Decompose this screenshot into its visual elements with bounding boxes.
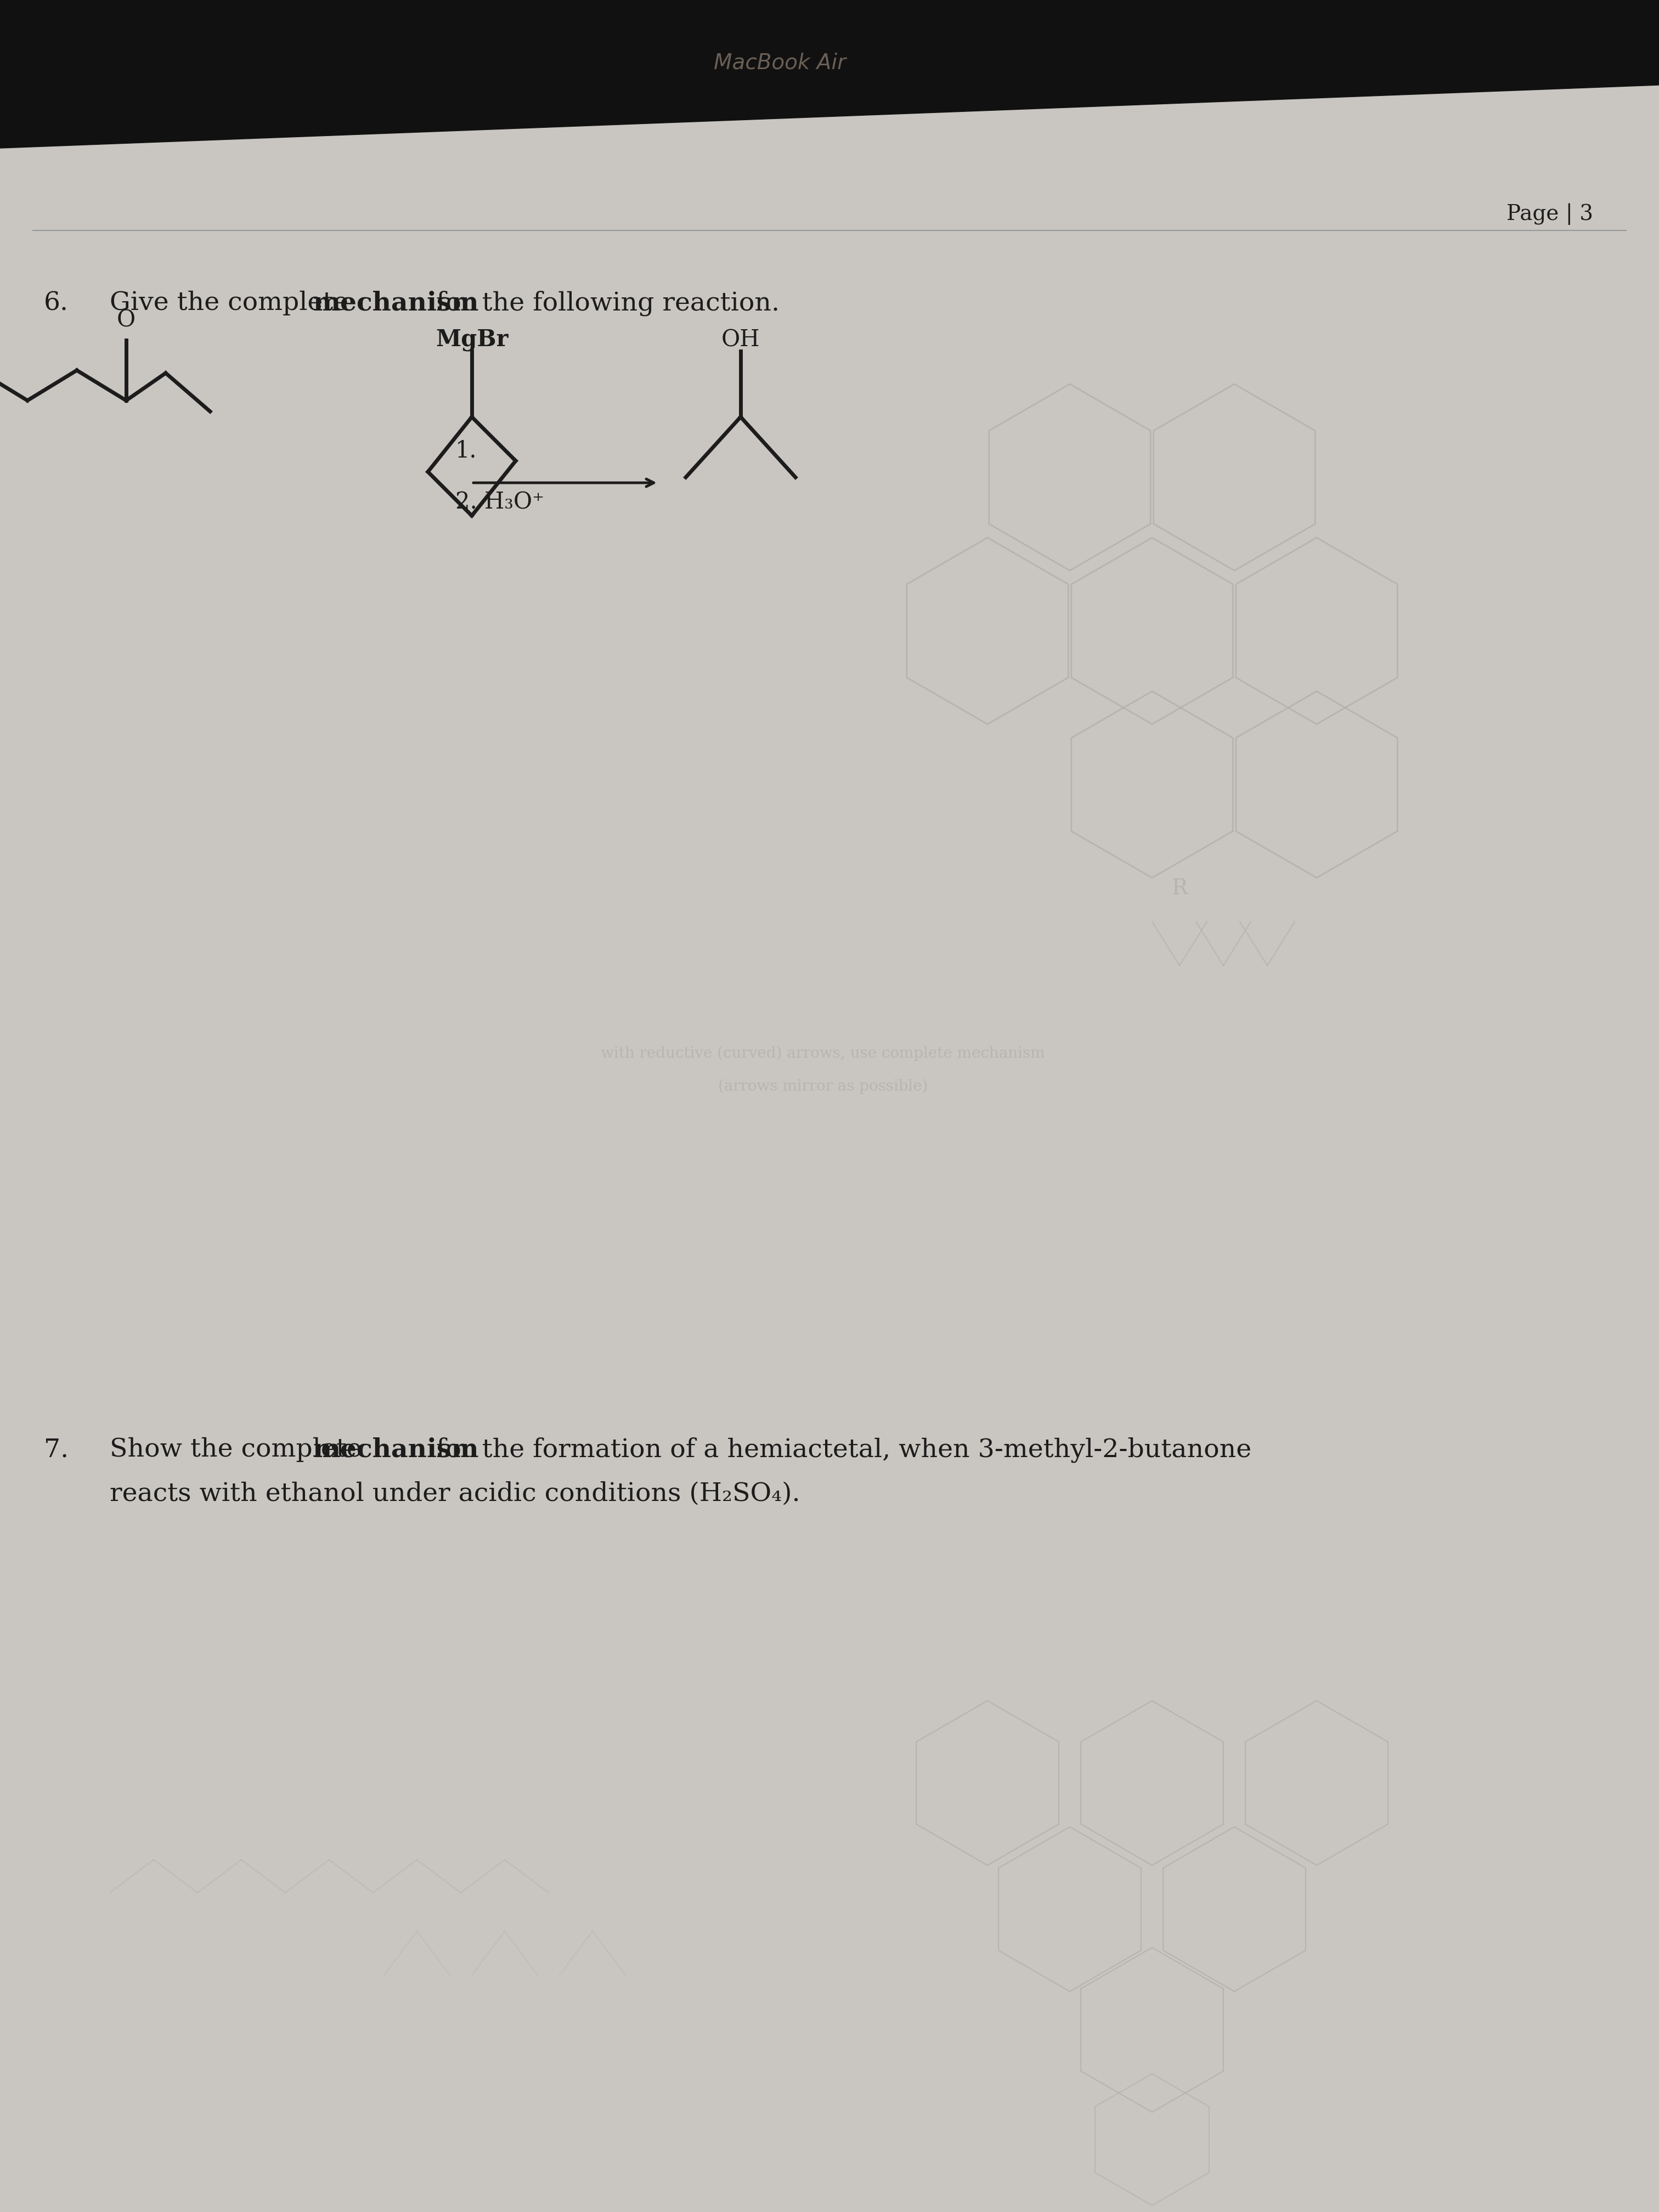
Text: 2. H₃O⁺: 2. H₃O⁺ <box>455 491 544 513</box>
Text: for the following reaction.: for the following reaction. <box>428 290 780 316</box>
Text: mechanism: mechanism <box>312 1438 479 1462</box>
Text: (arrows mirror as possible): (arrows mirror as possible) <box>718 1079 927 1093</box>
Text: Page | 3: Page | 3 <box>1506 204 1593 226</box>
Text: O: O <box>116 310 136 332</box>
Text: for the formation of a hemiactetal, when 3-methyl-2-butanone: for the formation of a hemiactetal, when… <box>428 1438 1251 1462</box>
Text: MgBr: MgBr <box>435 327 508 352</box>
Text: R: R <box>1171 878 1188 898</box>
Polygon shape <box>0 0 1659 148</box>
Text: MacBook Air: MacBook Air <box>713 53 846 73</box>
Text: Show the complete: Show the complete <box>109 1438 370 1462</box>
Text: with reductive (curved) arrows, use complete mechanism: with reductive (curved) arrows, use comp… <box>601 1046 1045 1062</box>
Text: 7.: 7. <box>43 1438 68 1462</box>
Text: Give the complete: Give the complete <box>109 290 357 316</box>
Text: reacts with ethanol under acidic conditions (H₂SO₄).: reacts with ethanol under acidic conditi… <box>109 1482 800 1506</box>
Text: 1.: 1. <box>455 438 478 462</box>
Text: OH: OH <box>722 327 760 352</box>
Text: 6.: 6. <box>43 290 68 316</box>
Text: mechanism: mechanism <box>312 290 479 316</box>
